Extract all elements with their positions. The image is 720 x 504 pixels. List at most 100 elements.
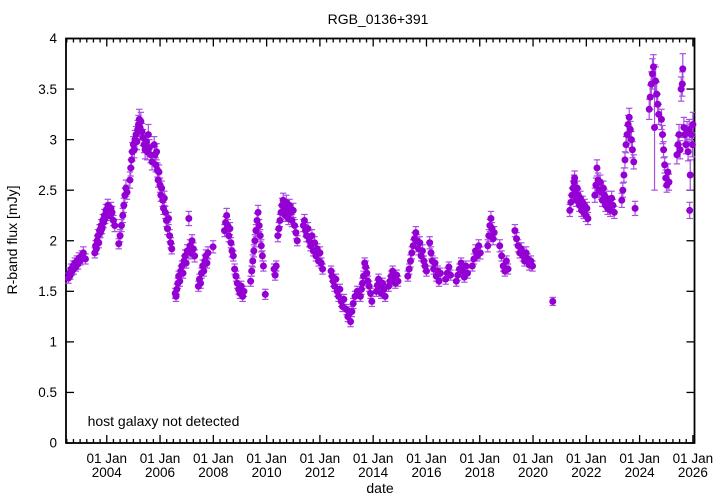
data-point [160, 194, 168, 202]
x-tick-label-day: 01 Jan [406, 451, 447, 466]
data-point [227, 239, 235, 247]
data-point [593, 164, 601, 172]
data-point [620, 171, 628, 179]
data-point [631, 204, 639, 212]
data-point [92, 245, 100, 253]
data-point [687, 131, 695, 139]
data-point [686, 171, 694, 179]
data-point [293, 237, 301, 245]
data-point [185, 215, 193, 223]
data-point [652, 77, 660, 85]
data-point [317, 259, 325, 267]
data-point [529, 262, 537, 270]
data-point [409, 242, 417, 250]
data-point [133, 138, 141, 146]
annotation-host-galaxy: host galaxy not detected [88, 413, 240, 429]
data-point [664, 168, 672, 176]
data-point [522, 249, 530, 257]
data-point [116, 232, 124, 240]
data-point [275, 225, 283, 233]
x-tick-label-year: 2010 [252, 465, 282, 480]
data-point [446, 271, 454, 279]
data-point [271, 271, 279, 279]
y-tick-label: 3.5 [38, 82, 57, 97]
data-point [221, 227, 229, 235]
data-point [138, 128, 146, 136]
data-point [404, 272, 412, 280]
data-point [626, 126, 634, 134]
x-tick-label-day: 01 Jan [459, 451, 500, 466]
data-point [610, 208, 618, 216]
data-point [689, 120, 697, 128]
data-point [549, 297, 557, 305]
data-point [591, 191, 599, 199]
data-point [81, 255, 89, 263]
data-point [659, 131, 667, 139]
data-point [173, 285, 181, 293]
y-tick-label: 0.5 [38, 385, 57, 400]
data-point [209, 243, 217, 251]
x-tick-label-year: 2020 [518, 465, 548, 480]
data-point [117, 222, 125, 230]
data-points [64, 63, 697, 326]
x-axis-title: date [366, 480, 393, 496]
data-point [161, 208, 169, 216]
data-point [435, 277, 443, 285]
data-point [673, 151, 681, 159]
x-tick-label-day: 01 Jan [140, 451, 181, 466]
data-point [172, 292, 180, 300]
data-point [454, 271, 462, 279]
data-point [654, 100, 662, 108]
data-point [158, 184, 166, 192]
data-point [646, 93, 654, 101]
data-point [289, 206, 297, 214]
data-point [406, 257, 414, 265]
x-tick-label-year: 2024 [625, 465, 656, 480]
data-point [168, 245, 176, 253]
data-point [645, 105, 653, 113]
data-point [484, 242, 492, 250]
data-point [678, 80, 686, 88]
y-tick-label: 1.5 [38, 284, 57, 299]
data-point [165, 215, 173, 223]
data-point [336, 285, 344, 293]
y-tick-label: 4 [49, 31, 57, 46]
x-tick-label-year: 2026 [678, 465, 708, 480]
data-point [475, 242, 483, 250]
x-tick-label-year: 2004 [92, 465, 123, 480]
data-point [513, 235, 521, 243]
data-point [660, 146, 668, 154]
data-point [625, 113, 633, 121]
data-point [584, 215, 592, 223]
data-point [249, 257, 257, 265]
x-tick-label-day: 01 Jan [300, 451, 341, 466]
data-point [256, 232, 264, 240]
data-point [676, 146, 684, 154]
data-point [452, 277, 460, 285]
data-point [381, 292, 389, 300]
x-tick-label-year: 2008 [198, 465, 228, 480]
data-point [621, 156, 629, 164]
data-point [79, 249, 87, 257]
data-point [176, 277, 184, 285]
y-axis-title: R-band flux [mJy] [4, 186, 20, 295]
data-point [665, 178, 673, 186]
data-point [128, 156, 136, 164]
data-point [95, 239, 103, 247]
data-point [272, 262, 280, 270]
data-point [98, 225, 106, 233]
data-point [248, 267, 256, 275]
data-point [393, 271, 401, 279]
data-point [628, 146, 636, 154]
data-point [571, 174, 579, 182]
data-point [422, 267, 430, 275]
data-point [487, 215, 495, 223]
data-point [316, 249, 324, 257]
x-tick-label-day: 01 Jan [619, 451, 660, 466]
data-point [304, 225, 312, 233]
data-point [286, 201, 294, 209]
x-tick-label-year: 2016 [411, 465, 441, 480]
data-point [240, 287, 248, 295]
data-point [142, 138, 150, 146]
plot-border [65, 37, 696, 444]
